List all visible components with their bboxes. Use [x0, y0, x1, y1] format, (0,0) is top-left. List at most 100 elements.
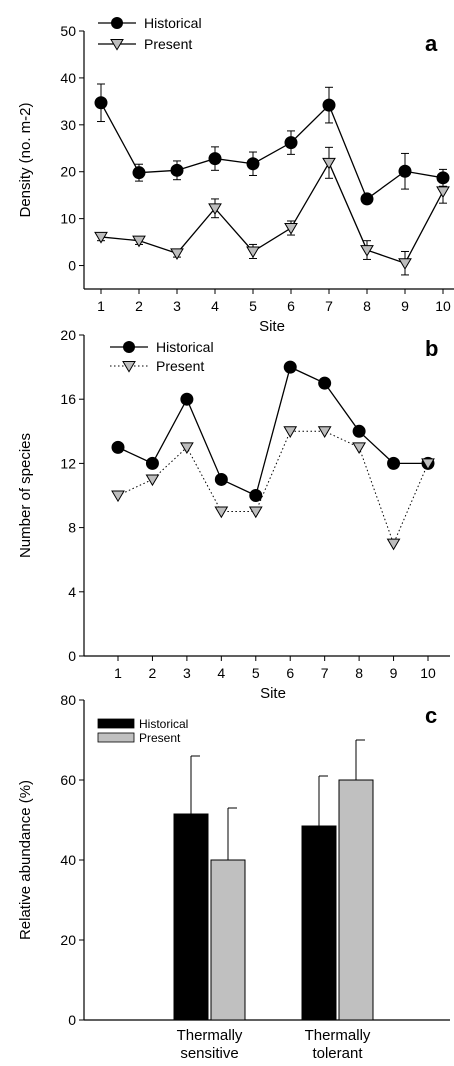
data-point	[180, 392, 194, 406]
data-point	[322, 157, 336, 170]
x-category-label: Thermally	[305, 1027, 371, 1044]
data-point	[386, 538, 401, 551]
series-present	[111, 426, 435, 551]
data-point	[283, 426, 298, 438]
x-category-label: sensitive	[180, 1045, 238, 1062]
series-line	[100, 161, 444, 264]
legend-label: Present	[144, 36, 192, 52]
x-category-label: tolerant	[312, 1045, 363, 1062]
data-point	[246, 157, 260, 171]
series-line	[100, 102, 444, 200]
y-tick-label: 16	[60, 391, 76, 407]
x-tick-label: 10	[420, 665, 436, 681]
y-tick-label: 20	[60, 932, 76, 948]
data-point	[248, 506, 263, 519]
legend-marker	[110, 39, 124, 51]
data-point	[322, 98, 336, 112]
legend-label: Present	[139, 731, 181, 745]
x-tick-label: 2	[135, 298, 143, 314]
bar	[338, 779, 374, 1021]
data-point	[317, 426, 332, 438]
data-point	[214, 506, 229, 519]
data-point	[387, 456, 401, 470]
legend: Historical Present	[98, 15, 202, 52]
y-tick-label: 80	[60, 692, 76, 708]
data-point	[436, 186, 450, 199]
legend-swatch	[97, 718, 135, 729]
legend-label: Present	[156, 358, 204, 374]
y-tick-label: 20	[60, 164, 76, 180]
y-tick-label: 4	[68, 584, 76, 600]
x-tick-label: 8	[355, 665, 363, 681]
legend-marker	[111, 17, 123, 29]
data-point	[170, 163, 184, 177]
data-point	[360, 192, 374, 206]
y-axis-label: Number of species	[17, 433, 34, 558]
panel-letter: a	[425, 31, 438, 56]
data-point	[132, 166, 146, 180]
series-historical	[173, 755, 337, 1021]
data-point	[170, 248, 184, 261]
legend-label: Historical	[156, 339, 214, 355]
y-axis-label: Relative abundance (%)	[17, 780, 34, 940]
x-tick-label: 9	[390, 665, 398, 681]
x-tick-label: 2	[149, 665, 157, 681]
y-tick-label: 60	[60, 772, 76, 788]
series-historical	[94, 83, 450, 206]
data-point	[94, 231, 108, 244]
data-point	[208, 203, 222, 216]
series-line	[117, 366, 428, 497]
bar	[301, 825, 337, 1021]
series-present	[210, 739, 374, 1021]
data-point	[208, 152, 222, 166]
x-tick-label: 10	[435, 298, 451, 314]
data-point	[111, 440, 125, 454]
data-point	[249, 489, 263, 502]
x-tick-label: 1	[97, 298, 105, 314]
legend-marker	[123, 341, 135, 353]
legend: Historical Present	[110, 339, 214, 374]
y-tick-label: 12	[60, 455, 76, 471]
x-tick-label: 5	[249, 298, 257, 314]
data-point	[94, 96, 108, 110]
data-point	[132, 235, 146, 248]
y-tick-label: 0	[68, 648, 76, 664]
legend-swatch	[97, 732, 135, 743]
panel-letter: c	[425, 703, 437, 728]
x-tick-label: 3	[173, 298, 181, 314]
data-point	[283, 360, 297, 374]
panel-c-abundance-chart: 0 20 40 60 80 Relative abundance (%) Thermally…	[17, 692, 450, 1062]
data-point	[421, 458, 435, 471]
x-axis-label: Site	[260, 685, 286, 702]
data-point	[352, 424, 366, 438]
x-tick-label: 1	[114, 665, 122, 681]
y-tick-label: 30	[60, 117, 76, 133]
y-axis-label: Density (no. m-2)	[17, 102, 34, 217]
y-tick-label: 0	[68, 258, 76, 274]
series-present	[94, 146, 450, 276]
panel-letter: b	[425, 336, 438, 361]
y-tick-label: 10	[60, 211, 76, 227]
data-point	[284, 223, 298, 235]
bar	[173, 813, 209, 1021]
data-point	[111, 490, 125, 503]
series-historical	[111, 360, 435, 502]
data-point	[145, 456, 159, 470]
x-tick-label: 8	[363, 298, 371, 314]
data-point	[284, 136, 298, 150]
x-tick-label: 7	[325, 298, 333, 314]
legend-label: Historical	[139, 717, 188, 731]
data-point	[360, 245, 374, 257]
x-tick-label: 5	[252, 665, 260, 681]
x-tick-label: 6	[286, 665, 294, 681]
data-point	[246, 246, 260, 259]
legend-label: Historical	[144, 15, 202, 31]
series-line	[117, 430, 429, 546]
data-point	[352, 442, 366, 455]
y-tick-label: 20	[60, 327, 76, 343]
legend-marker	[122, 361, 136, 373]
x-tick-label: 4	[217, 665, 225, 681]
x-tick-label: 9	[401, 298, 409, 314]
